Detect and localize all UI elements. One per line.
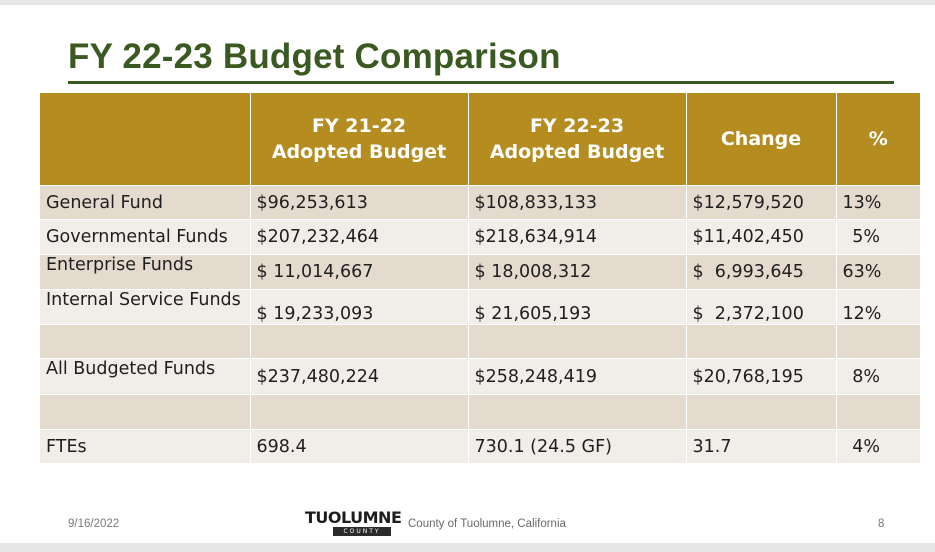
cell-change	[686, 324, 837, 359]
cell-fy2223: $ 18,008,312	[468, 254, 687, 290]
row-label: Enterprise Funds	[40, 254, 251, 290]
cell-change: 31.7	[686, 429, 837, 463]
cell-change: $ 2,372,100	[686, 289, 837, 325]
header-fy2223: FY 22-23 Adopted Budget	[468, 93, 687, 186]
cell-fy2122	[250, 394, 469, 430]
row-label: Internal Service Funds	[40, 289, 251, 325]
cell-fy2122	[250, 324, 469, 359]
cell-percent: 13%	[836, 185, 920, 220]
row-label: All Budgeted Funds	[40, 358, 251, 395]
budget-table: FY 21-22 Adopted Budget FY 22-23 Adopted…	[40, 93, 920, 463]
header-fy2122: FY 21-22 Adopted Budget	[250, 93, 469, 186]
cell-fy2122: $96,253,613	[250, 185, 469, 220]
row-label: FTEs	[40, 429, 251, 463]
table-header-row: FY 21-22 Adopted Budget FY 22-23 Adopted…	[40, 93, 920, 186]
cell-change: $ 6,993,645	[686, 254, 837, 290]
cell-fy2122: $207,232,464	[250, 219, 469, 255]
row-label: General Fund	[40, 185, 251, 220]
table-row: General Fund $96,253,613 $108,833,133 $1…	[40, 185, 920, 220]
cell-percent: 4%	[836, 429, 920, 463]
cell-percent: 8%	[836, 358, 920, 395]
cell-fy2223: $218,634,914	[468, 219, 687, 255]
header-fy2223-line1: FY 22-23	[529, 115, 625, 137]
cell-change	[686, 394, 837, 430]
logo-wordmark: TUOLUMNE	[305, 508, 402, 527]
header-fy2122-line2: Adopted Budget	[271, 141, 447, 163]
footer-date: 9/16/2022	[68, 518, 120, 530]
row-label: Governmental Funds	[40, 219, 251, 255]
cell-fy2122: 698.4	[250, 429, 469, 463]
header-change: Change	[686, 93, 837, 186]
table-row: Governmental Funds $207,232,464 $218,634…	[40, 219, 920, 255]
table-row: Internal Service Funds $ 19,233,093 $ 21…	[40, 289, 920, 325]
cell-fy2122: $237,480,224	[250, 358, 469, 395]
header-fy2122-line1: FY 21-22	[311, 115, 407, 137]
tuolumne-county-logo: TUOLUMNE COUNTY	[305, 508, 402, 536]
table-row: FTEs 698.4 730.1 (24.5 GF) 31.7 4%	[40, 429, 920, 463]
table-row	[40, 324, 920, 359]
header-percent: %	[836, 93, 920, 186]
slide-title: FY 22-23 Budget Comparison	[68, 37, 561, 76]
cell-percent: 5%	[836, 219, 920, 255]
header-fy2223-line2: Adopted Budget	[489, 141, 665, 163]
cell-percent	[836, 324, 920, 359]
cell-fy2122: $ 11,014,667	[250, 254, 469, 290]
cell-fy2223: $108,833,133	[468, 185, 687, 220]
cell-percent	[836, 394, 920, 430]
cell-fy2223: $258,248,419	[468, 358, 687, 395]
table-row	[40, 394, 920, 430]
cell-fy2223	[468, 324, 687, 359]
title-underline	[68, 81, 894, 84]
row-label	[40, 394, 251, 430]
row-label	[40, 324, 251, 359]
cell-fy2223	[468, 394, 687, 430]
cell-change: $12,579,520	[686, 185, 837, 220]
cell-change: $11,402,450	[686, 219, 837, 255]
cell-fy2223: 730.1 (24.5 GF)	[468, 429, 687, 463]
table-row: Enterprise Funds $ 11,014,667 $ 18,008,3…	[40, 254, 920, 290]
table-row: All Budgeted Funds $237,480,224 $258,248…	[40, 358, 920, 395]
header-label-column	[40, 93, 251, 186]
cell-fy2122: $ 19,233,093	[250, 289, 469, 325]
cell-fy2223: $ 21,605,193	[468, 289, 687, 325]
logo-subtext: COUNTY	[333, 527, 391, 536]
page-number: 8	[878, 518, 885, 530]
slide: FY 22-23 Budget Comparison FY 21-22 Adop…	[0, 5, 935, 543]
cell-percent: 63%	[836, 254, 920, 290]
cell-percent: 12%	[836, 289, 920, 325]
cell-change: $20,768,195	[686, 358, 837, 395]
footer-organization: County of Tuolumne, California	[408, 518, 566, 530]
